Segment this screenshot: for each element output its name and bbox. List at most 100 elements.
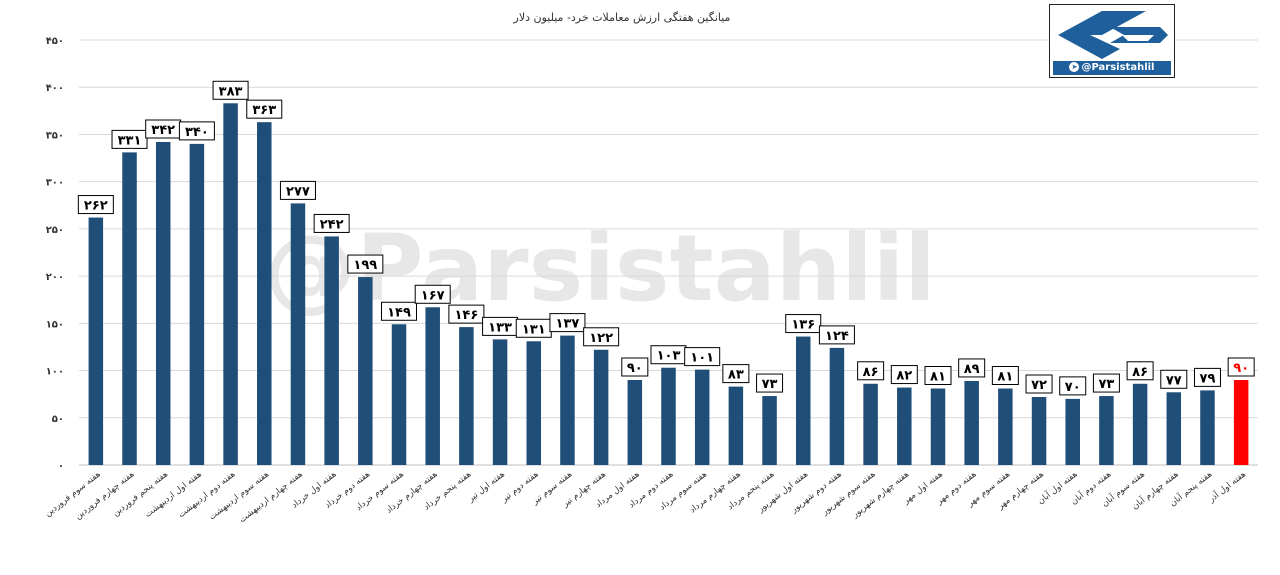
data-label: ۱۴۹ bbox=[387, 305, 411, 320]
logo: ➤ @Parsistahlil bbox=[1049, 4, 1175, 78]
data-label-box bbox=[1227, 357, 1255, 377]
data-label: ۱۴۶ bbox=[454, 308, 478, 323]
bar bbox=[762, 396, 777, 465]
data-label-box bbox=[1059, 376, 1087, 396]
bar bbox=[863, 383, 878, 465]
data-label: ۳۸۳ bbox=[219, 84, 243, 99]
data-label: ۸۲ bbox=[896, 369, 912, 384]
data-label-box bbox=[1092, 373, 1120, 393]
bar bbox=[560, 335, 575, 465]
bar bbox=[930, 388, 946, 465]
data-label: ۳۳۱ bbox=[118, 133, 142, 148]
data-label: ۷۳ bbox=[762, 377, 778, 392]
data-label-box bbox=[818, 325, 855, 345]
bar bbox=[1200, 390, 1215, 465]
parsistahlil-logo-mark bbox=[1058, 11, 1168, 59]
bar bbox=[829, 347, 845, 465]
data-label-box bbox=[77, 195, 114, 215]
bars bbox=[88, 103, 1249, 466]
bar bbox=[425, 307, 440, 465]
bar bbox=[1099, 396, 1114, 465]
y-tick-label: ۳۵۰ bbox=[46, 130, 64, 141]
telegram-icon: ➤ bbox=[1069, 62, 1080, 72]
data-label: ۹۰ bbox=[1233, 361, 1249, 376]
data-label-box bbox=[279, 180, 316, 200]
data-label-box bbox=[347, 254, 384, 274]
data-label-box bbox=[246, 99, 283, 119]
data-label: ۸۶ bbox=[863, 365, 879, 380]
bar bbox=[391, 324, 407, 465]
bar bbox=[1065, 398, 1080, 465]
data-label-box bbox=[756, 373, 784, 393]
y-tick-label: ۲۰۰ bbox=[46, 272, 64, 283]
data-label: ۸۹ bbox=[964, 362, 980, 377]
bar bbox=[324, 236, 339, 465]
x-tick-label: هفته سوم اردیبهشت bbox=[207, 469, 271, 522]
bar bbox=[593, 349, 609, 465]
data-label-box bbox=[111, 129, 148, 149]
data-label: ۷۲ bbox=[1031, 378, 1047, 393]
y-tick-label: ۵۰ bbox=[52, 414, 64, 425]
data-label-box bbox=[1193, 367, 1221, 387]
bar bbox=[1132, 383, 1148, 465]
y-tick-label: ۱۰۰ bbox=[46, 367, 64, 378]
y-tick-label: ۲۵۰ bbox=[46, 225, 64, 236]
data-label-box bbox=[958, 358, 986, 378]
y-tick-label: ۱۵۰ bbox=[46, 319, 64, 330]
data-label: ۱۰۱ bbox=[690, 351, 714, 366]
data-label: ۲۴۲ bbox=[320, 217, 344, 232]
data-label: ۱۳۱ bbox=[522, 322, 546, 337]
data-label-box bbox=[621, 357, 649, 377]
data-label: ۹۰ bbox=[627, 361, 643, 376]
data-label: ۲۶۲ bbox=[84, 199, 108, 214]
bar bbox=[290, 203, 306, 465]
data-label: ۱۲۴ bbox=[825, 329, 849, 344]
logo-handle-text: @Parsistahlil bbox=[1081, 62, 1155, 73]
bar bbox=[1233, 380, 1249, 465]
x-tick-label: هفته چهارم فروردین bbox=[73, 469, 136, 521]
bar bbox=[1166, 392, 1182, 465]
bar bbox=[627, 380, 643, 465]
data-label-box bbox=[313, 213, 350, 233]
data-label-box bbox=[549, 313, 586, 333]
y-tick-label: ۳۰۰ bbox=[46, 178, 64, 189]
bar bbox=[358, 277, 373, 465]
data-label-box bbox=[1025, 374, 1053, 394]
chart-title: میانگین هفتگی ارزش معاملات خرد- میلیون د… bbox=[513, 11, 731, 24]
bar bbox=[1031, 397, 1047, 465]
data-label: ۱۰۳ bbox=[657, 349, 681, 364]
y-tick-label: ۴۰۰ bbox=[46, 83, 64, 94]
data-label-box bbox=[722, 364, 750, 384]
data-label: ۱۳۷ bbox=[556, 317, 580, 332]
data-label-box bbox=[448, 304, 485, 324]
y-axis: ۰ ۵۰ ۱۰۰ ۱۵۰ ۲۰۰ ۲۵۰ ۳۰۰ ۳۵۰ ۴۰۰ ۴۵۰ bbox=[46, 36, 64, 472]
x-tick-label: هفته دوم اردیبهشت bbox=[177, 469, 238, 520]
bar bbox=[526, 341, 542, 465]
logo-handle: ➤ @Parsistahlil bbox=[1053, 61, 1171, 75]
data-label: ۱۲۲ bbox=[589, 331, 613, 346]
data-label: ۱۹۹ bbox=[353, 258, 377, 273]
bar bbox=[795, 336, 811, 465]
data-label-box bbox=[1126, 361, 1154, 381]
data-label: ۸۱ bbox=[997, 370, 1013, 385]
bar bbox=[459, 327, 474, 465]
data-label-box bbox=[890, 365, 918, 385]
data-label-box bbox=[212, 80, 249, 100]
data-label: ۱۳۶ bbox=[791, 318, 815, 333]
data-label: ۸۱ bbox=[930, 370, 946, 385]
data-label: ۳۴۰ bbox=[185, 125, 209, 140]
x-tick-label: هفته چهارم شهریور bbox=[850, 469, 911, 520]
x-tick-label: هفته چهارم اردیبهشت bbox=[238, 469, 305, 525]
bar bbox=[694, 369, 710, 465]
bar bbox=[155, 142, 171, 465]
data-label-box bbox=[785, 314, 822, 334]
bar bbox=[88, 217, 104, 465]
data-label: ۳۶۳ bbox=[252, 103, 276, 118]
data-label: ۷۹ bbox=[1200, 371, 1216, 386]
bar bbox=[492, 339, 508, 465]
x-tick-label: هفته اول آذر bbox=[1205, 468, 1248, 505]
data-label: ۱۳۳ bbox=[488, 320, 512, 335]
data-label-box bbox=[583, 327, 620, 347]
data-labels: ۲۶۲ ۳۳۱ ۳۴۲ ۳۴۰ ۳۸۳ ۳۶۳ ۲۷۷ ۲۴۲ ۱۹۹ ۱۴۹ ۱۶۷ ۱۴۶ ۱۳۳ ۱… bbox=[77, 80, 1255, 396]
